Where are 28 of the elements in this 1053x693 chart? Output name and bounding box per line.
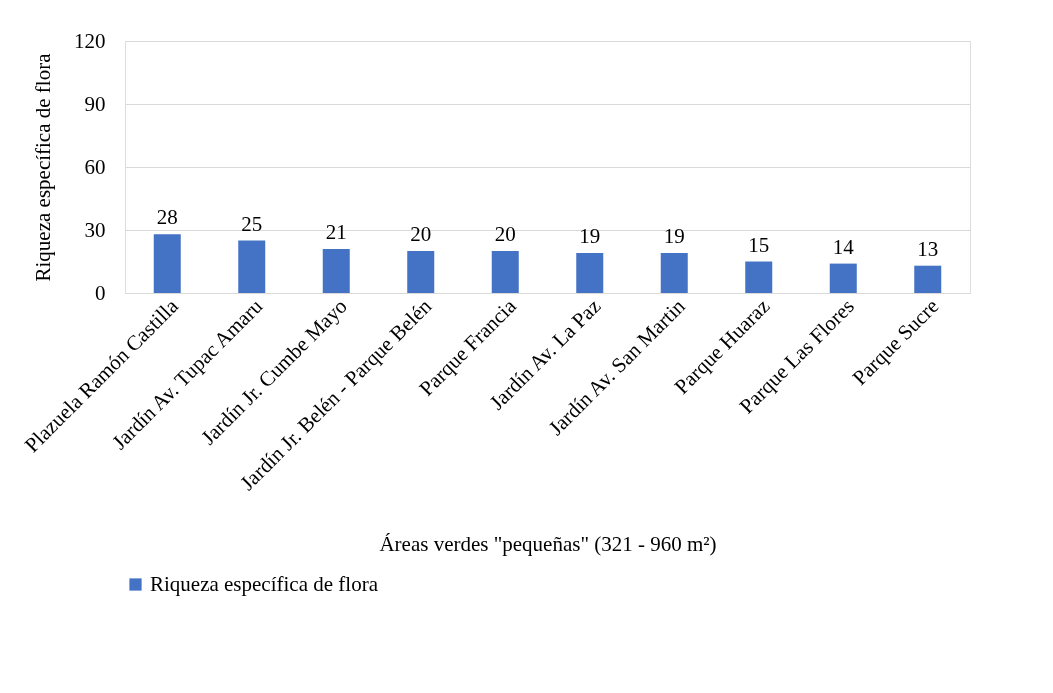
bar	[153, 234, 181, 293]
y-tick-label: 30	[84, 217, 106, 242]
y-tick-label: 60	[84, 154, 106, 179]
data-label: 28	[156, 205, 178, 230]
data-label: 21	[325, 219, 347, 244]
y-axis-title: Riqueza específica de flora	[31, 52, 55, 282]
data-label: 20	[410, 222, 432, 246]
bar	[238, 240, 266, 293]
data-label: 25	[241, 211, 263, 236]
data-label: 20	[494, 222, 516, 246]
bar	[914, 265, 942, 293]
bar	[576, 253, 604, 293]
bar	[660, 253, 688, 293]
data-label: 19	[579, 224, 601, 249]
y-tick-label: 120	[74, 28, 106, 53]
data-label: 14	[832, 234, 855, 259]
bar	[829, 263, 857, 293]
y-tick-label: 0	[95, 280, 106, 305]
data-label: 13	[917, 236, 939, 261]
y-tick-label: 90	[84, 91, 106, 116]
bar	[407, 251, 435, 293]
bar	[491, 251, 519, 293]
legend-label: Riqueza específica de flora	[150, 571, 379, 596]
x-axis-title: Áreas verdes "pequeñas" (321 - 960 m²)	[379, 531, 717, 556]
data-label: 15	[748, 232, 770, 257]
data-label: 19	[663, 224, 685, 249]
bar	[322, 248, 350, 293]
bar	[745, 261, 773, 293]
